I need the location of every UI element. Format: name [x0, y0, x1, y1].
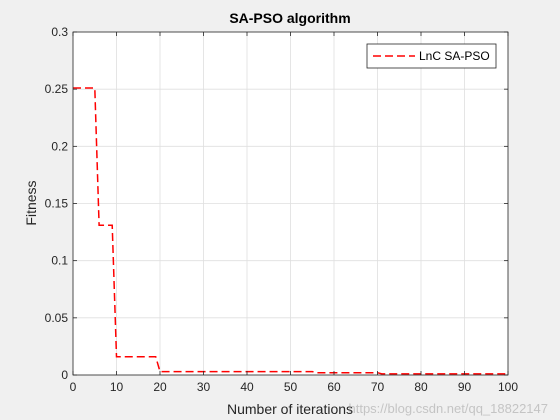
x-tick-label: 70 [371, 380, 385, 394]
y-tick-label: 0.15 [45, 197, 69, 211]
y-axis-label: Fitness [23, 180, 39, 225]
x-tick-label: 0 [70, 380, 77, 394]
x-tick-labels: 0 10 20 30 40 50 60 70 80 90 100 [70, 380, 519, 394]
x-tick-label: 40 [240, 380, 254, 394]
x-tick-label: 100 [498, 380, 518, 394]
y-tick-labels: 0 0.05 0.1 0.15 0.2 0.25 0.3 [45, 25, 69, 382]
tick-marks [72, 31, 509, 376]
x-tick-label: 20 [153, 380, 167, 394]
y-tick-label: 0.3 [51, 25, 68, 39]
watermark-text: https://blog.csdn.net/qq_18822147 [348, 401, 549, 416]
series-line [73, 87, 508, 375]
x-axis-label: Number of iterations [227, 401, 353, 417]
series-layer [73, 87, 508, 375]
x-tick-label: 90 [458, 380, 472, 394]
y-tick-label: 0.25 [45, 82, 69, 96]
x-tick-label: 60 [327, 380, 341, 394]
x-tick-label: 30 [197, 380, 211, 394]
legend: LnC SA-PSO [366, 43, 497, 69]
y-tick-label: 0.2 [51, 139, 68, 153]
y-tick-label: 0.1 [51, 254, 68, 268]
legend-label: LnC SA-PSO [419, 49, 490, 63]
x-tick-label: 50 [284, 380, 298, 394]
x-tick-label: 10 [110, 380, 124, 394]
x-tick-label: 80 [414, 380, 428, 394]
chart-title: SA-PSO algorithm [229, 10, 350, 26]
y-tick-label: 0.05 [45, 311, 69, 325]
y-tick-label: 0 [61, 368, 68, 382]
